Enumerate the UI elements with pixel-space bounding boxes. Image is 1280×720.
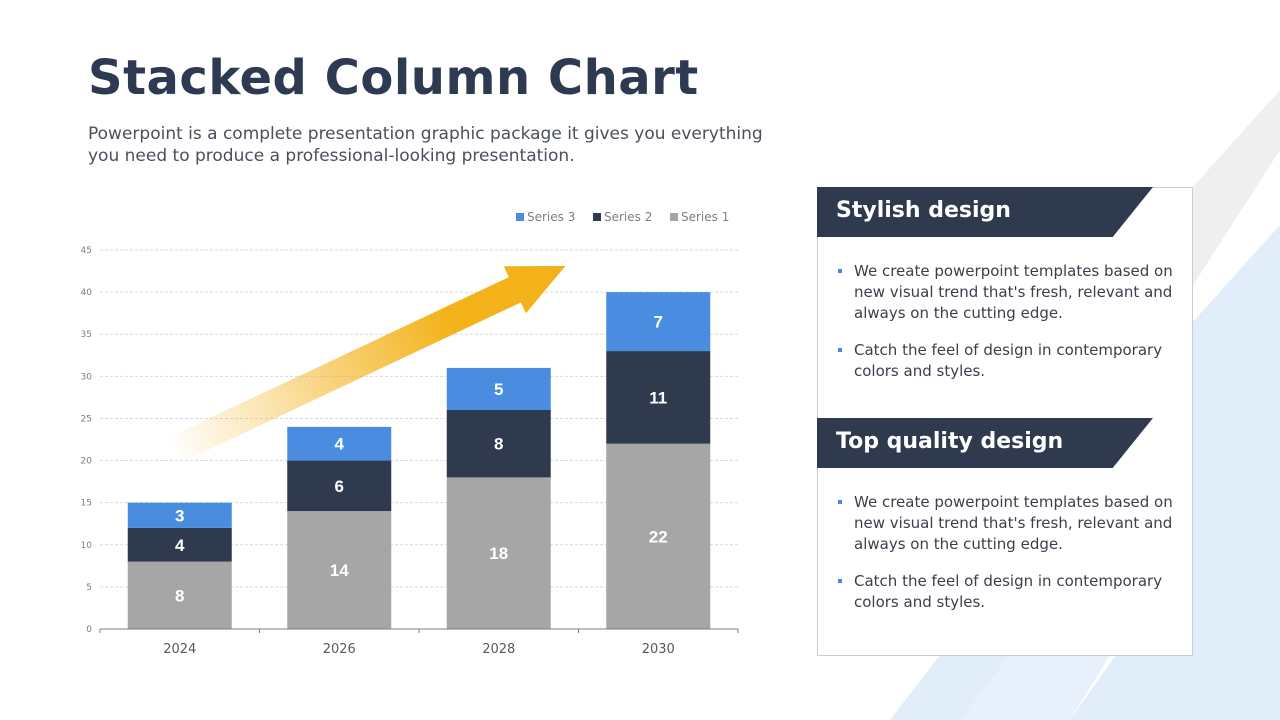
y-tick-label: 25 <box>81 414 92 424</box>
bar-segment <box>446 410 551 478</box>
bullet-item: We create powerpoint templates based on … <box>836 492 1176 555</box>
page-subtitle: Powerpoint is a complete presentation gr… <box>88 124 763 166</box>
legend-label: Series 2 <box>604 210 652 224</box>
bar-segment <box>287 426 392 461</box>
bar-segment <box>446 477 551 629</box>
bullet-icon <box>838 500 842 504</box>
y-tick-label: 0 <box>86 625 92 635</box>
x-tick-label: 2024 <box>163 642 196 657</box>
data-label: 22 <box>649 527 668 546</box>
bullet-item: Catch the feel of design in contemporary… <box>836 340 1176 382</box>
legend-label: Series 1 <box>681 210 729 224</box>
card-heading: Top quality design <box>836 429 1064 454</box>
info-panel: Stylish design We create powerpoint temp… <box>817 187 1193 656</box>
card-header-stylish-design: Stylish design <box>817 187 1153 237</box>
y-tick-label: 20 <box>81 457 93 467</box>
data-label: 4 <box>335 435 345 454</box>
legend-label: Series 3 <box>527 210 575 224</box>
x-tick-label: 2028 <box>482 642 515 657</box>
y-tick-label: 15 <box>81 499 92 509</box>
data-label: 8 <box>494 435 503 454</box>
data-label: 6 <box>335 477 344 496</box>
data-label: 7 <box>654 313 663 332</box>
y-tick-label: 35 <box>81 330 92 340</box>
y-tick-label: 30 <box>81 372 93 382</box>
x-tick-label: 2026 <box>323 642 356 657</box>
legend-swatch <box>593 213 601 221</box>
y-tick-label: 45 <box>81 246 92 256</box>
bullet-icon <box>838 269 842 273</box>
legend-swatch <box>670 213 678 221</box>
data-label: 18 <box>489 544 508 563</box>
data-label: 4 <box>175 536 185 555</box>
data-label: 14 <box>330 561 349 580</box>
legend-swatch <box>516 213 524 221</box>
page-title: Stacked Column Chart <box>88 50 699 106</box>
x-tick-label: 2030 <box>642 642 675 657</box>
bar-segment <box>606 443 711 629</box>
data-label: 11 <box>649 388 667 407</box>
bar-segment <box>127 502 232 528</box>
bar-segment <box>127 561 232 629</box>
bar-segment <box>606 351 711 444</box>
bullet-item: We create powerpoint templates based on … <box>836 261 1176 324</box>
y-tick-label: 10 <box>81 541 93 551</box>
bar-segment <box>446 367 551 411</box>
card-bullet-list: We create powerpoint templates based on … <box>836 261 1176 398</box>
bar-segment <box>127 527 232 562</box>
data-label: 5 <box>494 380 503 399</box>
y-tick-label: 5 <box>86 583 92 593</box>
bar-segment <box>287 460 392 512</box>
trend-arrow <box>169 265 566 463</box>
bar-segment <box>287 511 392 629</box>
bullet-icon <box>838 579 842 583</box>
card-heading: Stylish design <box>836 198 1011 223</box>
bullet-item: Catch the feel of design in contemporary… <box>836 571 1176 613</box>
card-header-top-quality-design: Top quality design <box>817 418 1153 468</box>
stacked-column-chart: 8 4 3 14 6 4 18 8 5 22 11 7 0 5 10 15 20 25 30 35 40 45 2024 2… <box>81 210 739 657</box>
data-label: 3 <box>175 506 184 525</box>
y-tick-label: 40 <box>81 288 93 298</box>
data-label: 8 <box>175 586 184 605</box>
card-bullet-list: We create powerpoint templates based on … <box>836 492 1176 629</box>
bar-segment <box>606 292 711 352</box>
bullet-icon <box>838 348 842 352</box>
